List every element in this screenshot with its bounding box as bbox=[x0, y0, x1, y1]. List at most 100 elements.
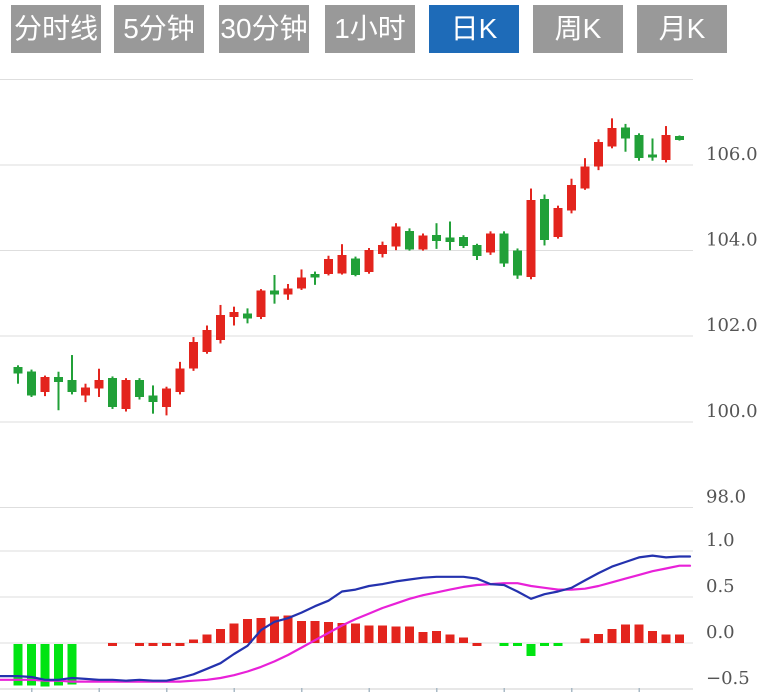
macd-bar bbox=[27, 644, 36, 686]
candle bbox=[594, 141, 603, 167]
candle bbox=[391, 226, 401, 247]
macd-bar bbox=[229, 623, 239, 643]
candle bbox=[445, 237, 455, 243]
candle bbox=[540, 199, 549, 240]
candle bbox=[13, 367, 23, 374]
candle bbox=[270, 290, 279, 295]
macd-bar bbox=[432, 631, 441, 643]
candle bbox=[432, 235, 441, 241]
candle bbox=[621, 127, 630, 139]
macd-bar bbox=[310, 620, 320, 643]
macd-bar bbox=[148, 643, 158, 646]
candle bbox=[324, 259, 333, 275]
macd-bar bbox=[418, 631, 428, 643]
macd-axis-label: 1.0 bbox=[706, 530, 735, 551]
candle bbox=[202, 330, 212, 353]
macd-bar bbox=[175, 643, 185, 646]
macd-bar bbox=[648, 631, 657, 643]
candle bbox=[229, 311, 239, 317]
macd-bar bbox=[337, 622, 347, 643]
macd-bar bbox=[405, 626, 414, 643]
candle bbox=[189, 341, 198, 369]
candle bbox=[243, 313, 252, 319]
candle bbox=[256, 290, 266, 317]
macd-bar bbox=[243, 619, 252, 643]
tab-5min[interactable]: 5分钟 bbox=[114, 5, 204, 53]
tab-30min[interactable]: 30分钟 bbox=[219, 5, 309, 53]
macd-bar bbox=[364, 625, 374, 643]
macd-bar bbox=[13, 644, 23, 686]
macd-bar bbox=[445, 634, 455, 643]
candle bbox=[162, 388, 171, 408]
macd-bar bbox=[162, 643, 171, 646]
macd-bar bbox=[54, 644, 63, 686]
price-axis-label: 106.0 bbox=[706, 144, 758, 165]
candle bbox=[486, 233, 495, 253]
candle bbox=[108, 378, 117, 408]
candle bbox=[283, 288, 293, 295]
candle bbox=[216, 315, 225, 341]
macd-bar bbox=[621, 624, 630, 643]
macd-bar bbox=[594, 633, 603, 643]
candle bbox=[648, 154, 657, 158]
macd-bar bbox=[634, 624, 644, 643]
tab-daily-k[interactable]: 日K bbox=[429, 5, 519, 53]
candle bbox=[405, 230, 414, 250]
dea-line bbox=[0, 564, 692, 683]
price-axis-label: 104.0 bbox=[706, 230, 758, 251]
tab-minute-line[interactable]: 分时线 bbox=[11, 5, 101, 53]
macd-bar bbox=[540, 643, 549, 646]
macd-bar bbox=[216, 629, 225, 643]
candle bbox=[351, 258, 360, 275]
candle bbox=[378, 245, 387, 255]
candle bbox=[661, 135, 671, 160]
candle bbox=[418, 235, 428, 250]
candle bbox=[675, 135, 684, 141]
candle bbox=[297, 277, 306, 289]
candle bbox=[526, 200, 536, 278]
macd-bar bbox=[67, 644, 77, 685]
candle bbox=[27, 371, 36, 396]
macd-bar bbox=[283, 615, 293, 643]
candle bbox=[553, 208, 563, 237]
macd-bar bbox=[499, 643, 509, 646]
candle bbox=[634, 135, 644, 159]
candle bbox=[337, 254, 347, 274]
macd-bar bbox=[580, 638, 590, 643]
candle bbox=[607, 128, 617, 147]
macd-axis-label: 0.5 bbox=[706, 576, 735, 597]
tab-monthly-k[interactable]: 月K bbox=[637, 5, 727, 53]
candle bbox=[148, 395, 158, 403]
candle bbox=[40, 376, 50, 392]
macd-bar bbox=[391, 626, 401, 643]
candle bbox=[81, 387, 90, 396]
candle bbox=[567, 185, 576, 211]
candle bbox=[121, 379, 131, 409]
macd-bar bbox=[189, 639, 198, 643]
macd-bar bbox=[513, 643, 522, 646]
macd-bar bbox=[661, 634, 671, 643]
macd-bar bbox=[459, 637, 468, 643]
macd-bar bbox=[40, 644, 50, 687]
candle bbox=[67, 379, 77, 392]
candle bbox=[310, 274, 320, 278]
macd-bar bbox=[297, 620, 306, 643]
candle bbox=[499, 233, 509, 264]
candle bbox=[364, 250, 374, 272]
price-axis-label: 102.0 bbox=[706, 315, 758, 336]
interval-tabbar: 分时线 5分钟 30分钟 1小时 日K 周K 月K bbox=[0, 0, 759, 55]
candle bbox=[513, 250, 522, 276]
candle bbox=[175, 368, 185, 392]
tab-1hour[interactable]: 1小时 bbox=[325, 5, 415, 53]
tab-weekly-k[interactable]: 周K bbox=[533, 5, 623, 53]
price-axis-label: 100.0 bbox=[706, 401, 758, 422]
candle bbox=[94, 379, 104, 389]
macd-bar bbox=[202, 634, 212, 643]
candle bbox=[54, 376, 63, 382]
price-axis-label: 98.0 bbox=[706, 486, 746, 507]
macd-bar bbox=[553, 643, 563, 646]
macd-bar bbox=[351, 623, 360, 643]
macd-bar bbox=[108, 643, 117, 646]
macd-bar bbox=[526, 644, 536, 656]
